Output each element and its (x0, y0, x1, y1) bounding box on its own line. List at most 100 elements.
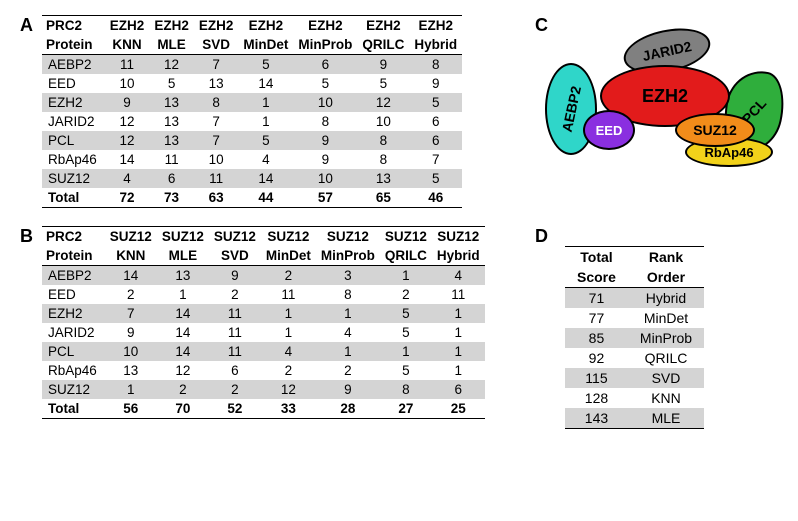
table-cell: 14 (157, 342, 209, 361)
table-cell: 2 (157, 380, 209, 399)
table-cell: JARID2 (42, 323, 105, 342)
table-cell: 8 (357, 150, 409, 169)
table-cell: 52 (209, 399, 261, 419)
table-cell: 8 (293, 112, 357, 131)
table-total-row: Total56705233282725 (42, 399, 485, 419)
protein-eed: EED (583, 110, 635, 150)
table-row: RbAp46131262251 (42, 361, 485, 380)
table-cell: 1 (238, 93, 293, 112)
table-row: 92QRILC (565, 348, 704, 368)
panel-b-label: B (20, 226, 33, 247)
table-cell: 65 (357, 188, 409, 208)
table-cell: 63 (194, 188, 239, 208)
protein-label: JARID2 (641, 38, 693, 64)
table-header: SUZ12 (380, 227, 432, 247)
table-cell: 14 (238, 169, 293, 188)
panel-a-label: A (20, 15, 33, 36)
table-header: MinProb (316, 246, 380, 266)
table-cell: 1 (432, 342, 485, 361)
table-cell: 12 (149, 55, 194, 75)
table-cell: 5 (149, 74, 194, 93)
panel-d-label: D (535, 226, 548, 247)
table-cell: 28 (316, 399, 380, 419)
panel-b-table: PRC2SUZ12SUZ12SUZ12SUZ12SUZ12SUZ12SUZ12P… (42, 226, 485, 419)
table-cell: 27 (380, 399, 432, 419)
table-row: 71Hybrid (565, 288, 704, 309)
table-cell: 7 (194, 112, 239, 131)
table-cell: Total (42, 399, 105, 419)
table-header: EZH2 (409, 16, 462, 36)
panel-c: C JARID2EZH2AEBP2EEDPCLSUZ12RbAp46 (535, 15, 785, 208)
table-cell: MinDet (628, 308, 704, 328)
table-cell: 5 (293, 74, 357, 93)
table-cell: 13 (194, 74, 239, 93)
table-cell: 13 (357, 169, 409, 188)
table-row: AEBP2111275698 (42, 55, 462, 75)
table-row: PCL1014114111 (42, 342, 485, 361)
table-cell: 12 (105, 112, 150, 131)
table-header: EZH2 (293, 16, 357, 36)
table-cell: 1 (432, 361, 485, 380)
table-cell: 11 (149, 150, 194, 169)
table-cell: JARID2 (42, 112, 105, 131)
table-cell: 11 (194, 169, 239, 188)
table-cell: 12 (157, 361, 209, 380)
table-header: SUZ12 (261, 227, 316, 247)
panel-a-table: PRC2EZH2EZH2EZH2EZH2EZH2EZH2EZH2ProteinK… (42, 15, 462, 208)
table-header: MinDet (261, 246, 316, 266)
table-cell: 12 (261, 380, 316, 399)
table-cell: EED (42, 285, 105, 304)
table-cell: 2 (261, 361, 316, 380)
table-cell: 8 (380, 380, 432, 399)
table-cell: 72 (105, 188, 150, 208)
table-cell: 1 (261, 304, 316, 323)
table-cell: 1 (238, 112, 293, 131)
table-cell: 10 (293, 93, 357, 112)
table-header: MinProb (293, 35, 357, 55)
table-cell: 13 (105, 361, 157, 380)
table-header: MLE (149, 35, 194, 55)
protein-label: EZH2 (642, 86, 688, 107)
table-cell: SVD (628, 368, 704, 388)
table-header: MinDet (238, 35, 293, 55)
table-header: SVD (194, 35, 239, 55)
table-header: MLE (157, 246, 209, 266)
table-cell: 4 (238, 150, 293, 169)
table-cell: 92 (565, 348, 628, 368)
panel-b: B PRC2SUZ12SUZ12SUZ12SUZ12SUZ12SUZ12SUZ1… (20, 226, 520, 429)
table-cell: 5 (380, 304, 432, 323)
table-cell: 10 (357, 112, 409, 131)
table-header: EZH2 (357, 16, 409, 36)
table-header: EZH2 (238, 16, 293, 36)
table-cell: 6 (149, 169, 194, 188)
table-cell: 9 (105, 93, 150, 112)
table-header: PRC2 (42, 227, 105, 247)
table-cell: 128 (565, 388, 628, 408)
table-cell: 1 (105, 380, 157, 399)
table-cell: 14 (157, 323, 209, 342)
table-cell: 10 (194, 150, 239, 169)
table-cell: 46 (409, 188, 462, 208)
table-cell: 1 (432, 304, 485, 323)
prc2-complex-diagram: JARID2EZH2AEBP2EEDPCLSUZ12RbAp46 (545, 25, 785, 205)
table-row: JARID2914111451 (42, 323, 485, 342)
table-row: EED212118211 (42, 285, 485, 304)
table-cell: 2 (380, 285, 432, 304)
table-cell: 8 (194, 93, 239, 112)
table-cell: 9 (293, 150, 357, 169)
table-cell: 6 (209, 361, 261, 380)
table-cell: 11 (105, 55, 150, 75)
table-cell: 5 (238, 131, 293, 150)
table-row: SUZ1246111410135 (42, 169, 462, 188)
table-cell: RbAp46 (42, 150, 105, 169)
table-cell: 2 (316, 361, 380, 380)
table-cell: 4 (432, 266, 485, 286)
table-cell: 2 (261, 266, 316, 286)
panel-a: A PRC2EZH2EZH2EZH2EZH2EZH2EZH2EZH2Protei… (20, 15, 520, 208)
protein-label: AEBP2 (558, 85, 583, 134)
table-row: 128KNN (565, 388, 704, 408)
table-row: JARID21213718106 (42, 112, 462, 131)
table-header: Rank (628, 247, 704, 268)
table-header: KNN (105, 35, 150, 55)
table-cell: Total (42, 188, 105, 208)
